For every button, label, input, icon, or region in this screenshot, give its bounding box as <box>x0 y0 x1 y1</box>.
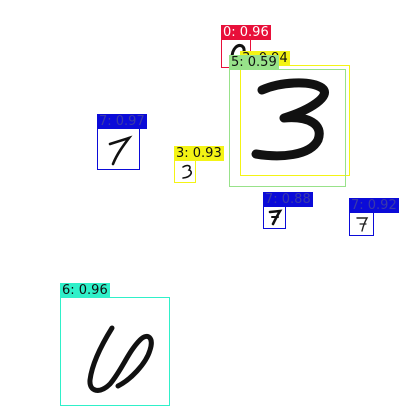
bbox-6 <box>60 297 170 406</box>
label-7-left: 7: 0.97 <box>97 114 147 129</box>
label-7-right: 7: 0.92 <box>349 198 399 213</box>
digit-7-bold <box>268 209 283 226</box>
label-0: 0: 0.96 <box>221 25 271 40</box>
bbox-7-left <box>97 128 140 170</box>
bbox-3-small <box>174 160 196 183</box>
digit-3-small <box>182 164 193 179</box>
digit-7-right <box>356 217 369 232</box>
bbox-5 <box>229 69 346 187</box>
digit-3-large <box>251 78 329 161</box>
label-6: 6: 0.96 <box>60 283 110 298</box>
bbox-3-large <box>240 65 350 176</box>
digit-7-left <box>108 135 133 166</box>
bbox-7-right <box>349 211 374 236</box>
bbox-7-bold <box>263 205 286 229</box>
label-5: 5: 0.59 <box>229 55 279 70</box>
label-7-bold: 7: 0.88 <box>263 192 313 207</box>
digit-6 <box>87 325 154 393</box>
label-3-small: 3: 0.93 <box>174 146 224 161</box>
